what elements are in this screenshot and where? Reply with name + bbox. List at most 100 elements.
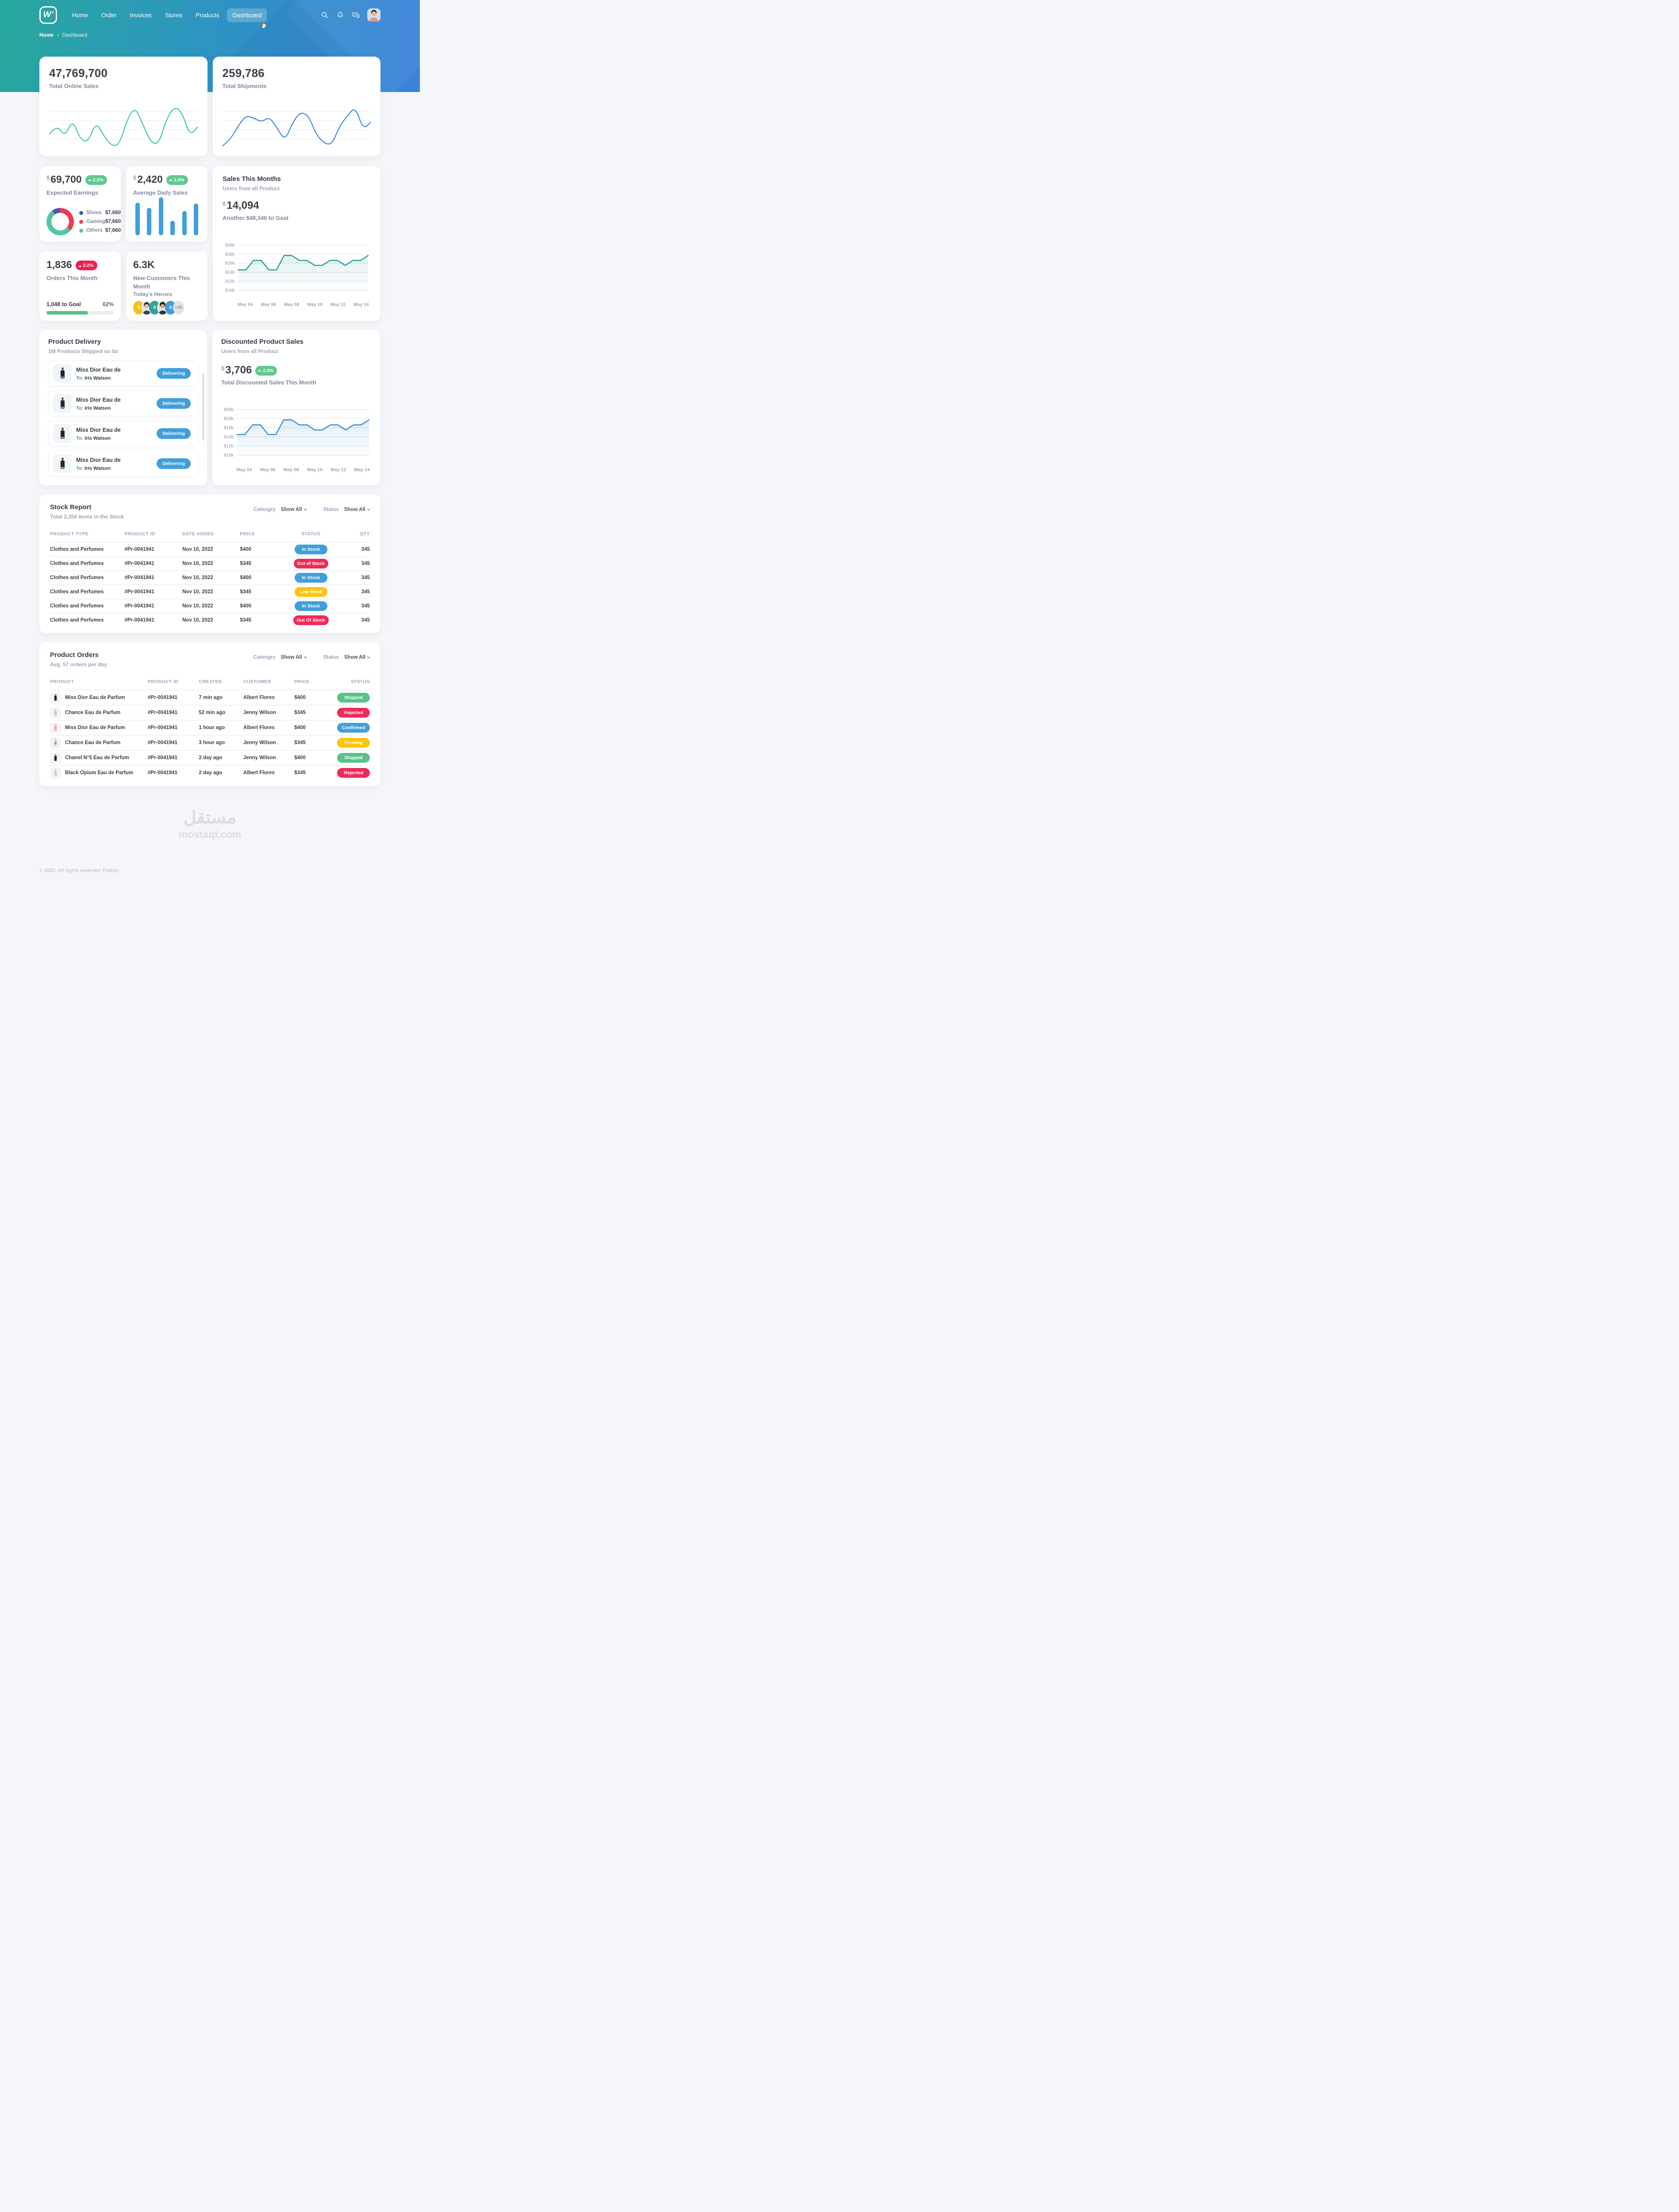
progress-bar-track [46,311,114,315]
nav-item-home[interactable]: Home [72,12,88,19]
nav-item-order[interactable]: Order [101,12,117,19]
product-thumbnail [53,394,72,413]
product-thumbnail [53,454,72,473]
column-header: CREATED [199,679,223,684]
status-filter-select[interactable]: Show All [344,507,371,512]
breadcrumb-current: Dashboard [62,33,87,38]
expected-earnings-value: 69,700 [50,173,82,185]
hero-avatar-more[interactable]: +45 [173,301,184,315]
trend-up-badge: 2.6% [166,175,188,185]
cell-product-type: Clothes and Perfumes [50,561,104,566]
brand-logo[interactable]: W’ [39,6,57,24]
column-header: PRODUCT ID [124,531,155,537]
card-title: Sales This Months [223,175,281,183]
card-title: Stock Report [50,503,92,511]
new-customers-label: New Customers This Month [133,275,190,290]
table-row: Miss Dior Eau de Parfum #Pr-0041941 1 hou… [50,720,370,735]
column-header: CUSTOMER [243,679,271,684]
nav-item-invoices[interactable]: Invoices [130,12,152,19]
status-badge: Pending [337,738,370,748]
svg-text:May 10: May 10 [307,467,323,472]
total-shipments-card: 259,786 Total Shipments [212,57,380,156]
category-filter-select[interactable]: Show All [281,507,307,512]
delivery-info: Miss Dior Eau de To: Iris Watson [76,426,152,441]
cell-date-added: Nov 10, 2022 [182,618,213,623]
delivery-list-item[interactable]: Miss Dior Eau de To: Iris Watson Deliver… [48,391,198,416]
delivery-product-name: Miss Dior Eau de [76,397,121,403]
cell-product-type: Clothes and Perfumes [50,603,104,609]
cell-product-type: Clothes and Perfumes [50,618,104,623]
breadcrumb-home-link[interactable]: Home [39,33,54,38]
cursor-hand-icon [259,20,268,29]
cell-date-added: Nov 10, 2022 [182,603,213,609]
cell-date-added: Nov 10, 2022 [182,575,213,580]
cell-price: $400 [240,575,252,580]
status-badge: Shipped [337,693,370,703]
delivery-recipient: To: Iris Watson [76,376,152,381]
cell-customer: Jenny Wilson [243,740,276,745]
status-badge: Rejected [337,708,370,718]
delivery-product-name: Miss Dior Eau de [76,457,121,463]
delivery-list-item[interactable]: Miss Dior Eau de To: Iris Watson Deliver… [48,421,198,446]
scrollbar-thumb[interactable] [202,373,204,441]
main-menu: Home Order Invoices Stores Products Dash… [67,8,267,29]
todays-heroes-label: Today’s Heroes [133,291,173,297]
column-header: DATE ADDED [182,531,214,537]
bell-icon[interactable] [336,11,344,19]
cell-price: $345 [240,618,252,623]
delivery-list-item[interactable]: Miss Dior Eau de To: Iris Watson Deliver… [48,451,198,476]
card-subtitle: 1M Products Shipped so far [48,348,119,354]
total-shipments-sparkline [223,102,371,148]
nav-item-products[interactable]: Products [196,12,219,19]
table-filters: Cateogry Show All Status Show All [254,655,371,660]
table-header-row: PRODUCT PRODUCT ID CREATED CUSTOMER PRIC… [50,679,370,690]
delivery-list-item[interactable]: Miss Dior Eau de To: Iris Watson Deliver… [48,361,198,386]
table-row: Clothes and Perfumes #Pr-0041941 Nov 10, 2… [50,584,370,599]
legend-value: $7,660 [105,219,121,224]
average-daily-sales-value: 2,420 [137,173,163,185]
category-filter-select[interactable]: Show All [281,655,307,660]
nav-item-stores[interactable]: Stores [165,12,183,19]
legend-item: Shoes $7,660 [79,210,121,215]
chevron-down-icon [304,655,307,659]
orders-goal-label: 1,048 to Goal [46,301,81,307]
table-row: Miss Dior Eau de Parfum #Pr-0041941 7 min… [50,690,370,705]
sales-this-month-value: 14,094 [227,200,259,211]
table-row: Clothes and Perfumes #Pr-0041941 Nov 10, 2… [50,599,370,613]
chat-icon[interactable] [352,11,360,19]
cell-product-id: #Pr-0041941 [124,603,154,609]
cell-customer: Albert Flores [243,770,275,776]
recipient-name: Iris Watson [85,436,111,441]
total-shipments-value: 259,786 [222,66,265,80]
expected-earnings-card: $ 69,700 2.2% Expected Earnings Shoes $7,… [39,166,121,242]
legend-item: Gaming $7,660 [79,219,121,224]
table-row: Clothes and Perfumes #Pr-0041941 Nov 10, 2… [50,570,370,584]
cell-product-id: #Pr-0041941 [124,575,154,580]
status-filter-select[interactable]: Show All [344,655,371,660]
table-header-row: PRODUCT TYPE PRODUCT ID DATE ADDED PRICE… [50,531,370,542]
currency-symbol: $ [46,174,50,181]
discounted-sales-label: Total Discounted Sales This Month [221,379,316,386]
search-icon[interactable] [321,11,329,19]
cell-product-name: Black Opium Eau de Parfum [65,770,134,776]
cell-created: 3 hour ago [199,740,225,745]
cell-product-type: Clothes and Perfumes [50,575,104,580]
product-thumbnail [50,707,61,718]
status-filter-label: Status [323,655,339,660]
delivery-discount-row: Product Delivery 1M Products Shipped so … [39,330,380,485]
svg-text:$14k: $14k [224,435,234,440]
card-subtitle: Users from all Product [221,348,278,354]
cell-product-id: #Pr-0041941 [147,740,178,745]
nav-item-dashboard[interactable]: Dashboard [227,8,267,29]
cell-created: 7 min ago [199,695,223,700]
legend-value: $7,660 [105,228,121,233]
card-subtitle: Avg. 57 orders per day [50,661,107,668]
trend-up-badge: 2.2% [255,366,277,376]
mid-cards-grid: $ 69,700 2.2% Expected Earnings Shoes $7,… [39,166,380,321]
user-avatar[interactable] [367,8,380,22]
cell-product-id: #Pr-0041941 [147,710,178,715]
column-header: STATUS [351,679,370,684]
legend-name: Gaming [86,219,105,224]
to-label: To: [76,406,84,411]
trend-up-badge: 2.2% [85,175,107,185]
